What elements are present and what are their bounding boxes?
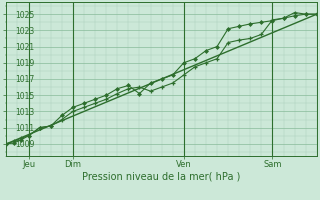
X-axis label: Pression niveau de la mer( hPa ): Pression niveau de la mer( hPa ): [83, 172, 241, 182]
